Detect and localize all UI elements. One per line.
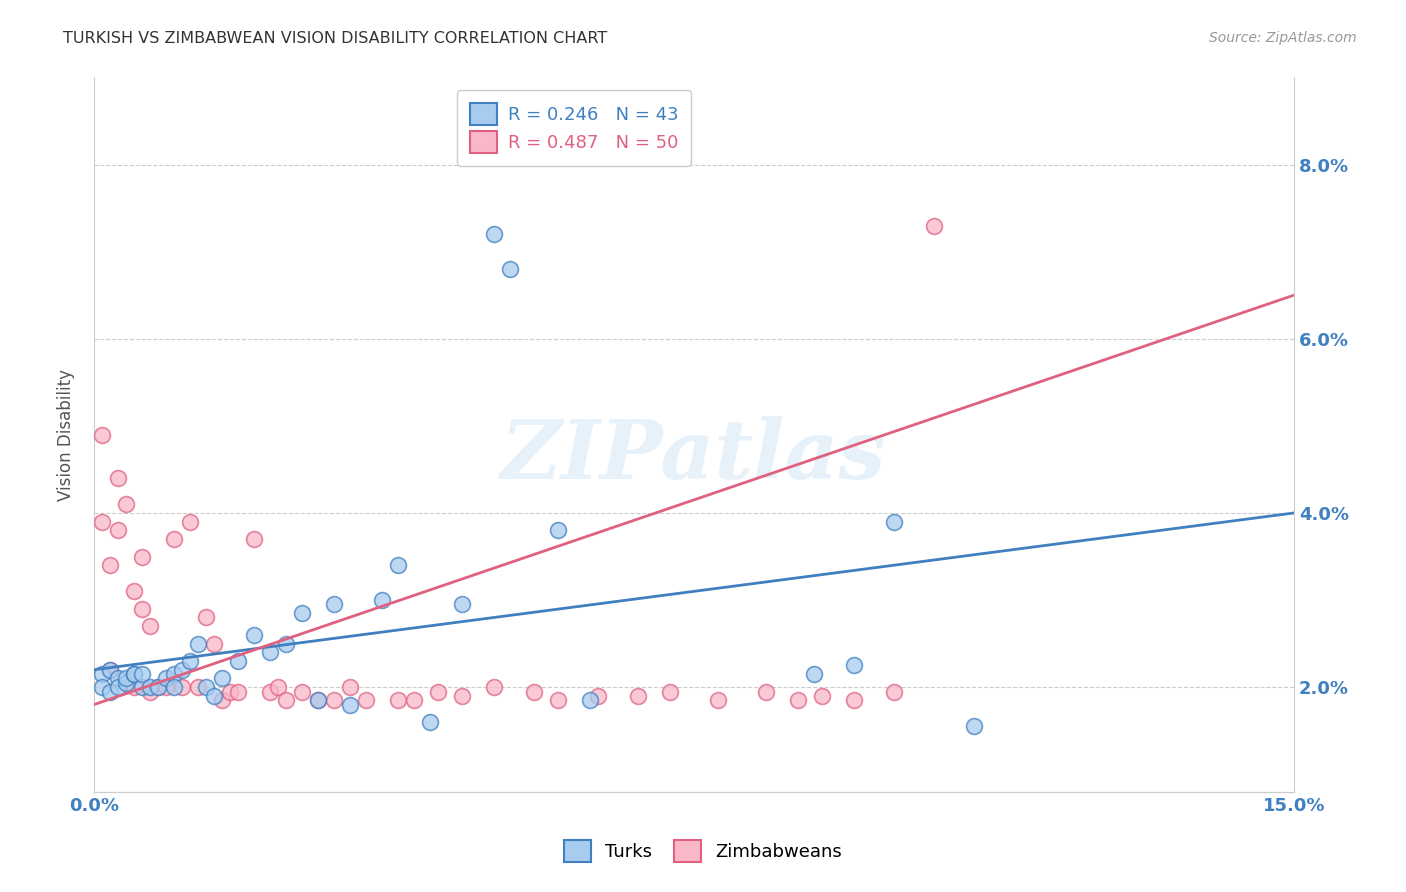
Point (402, 693, 425, 707)
Text: TURKISH VS ZIMBABWEAN VISION DISABILITY CORRELATION CHART: TURKISH VS ZIMBABWEAN VISION DISABILITY … (63, 31, 607, 46)
Point (122, 680, 145, 694)
Point (307, 693, 329, 707)
Point (322, 598, 344, 612)
Point (90, 427, 112, 442)
Point (267, 680, 290, 694)
Point (98, 558, 121, 573)
Point (259, 684, 281, 698)
Point (98, 663, 121, 677)
Point (122, 584, 145, 599)
Point (194, 610, 217, 624)
Point (842, 658, 865, 673)
Point (322, 693, 344, 707)
Point (179, 515, 201, 529)
Point (146, 680, 169, 694)
Point (98, 684, 121, 698)
Text: Source: ZipAtlas.com: Source: ZipAtlas.com (1209, 31, 1357, 45)
Point (482, 680, 505, 694)
Point (131, 601, 153, 615)
Point (139, 619, 162, 633)
Legend: Turks, Zimbabweans: Turks, Zimbabweans (557, 833, 849, 870)
Point (170, 663, 193, 677)
Point (339, 680, 361, 694)
Point (707, 693, 730, 707)
Point (155, 680, 177, 694)
Point (579, 693, 602, 707)
Legend: R = 0.246   N = 43, R = 0.487   N = 50: R = 0.246 N = 43, R = 0.487 N = 50 (457, 90, 690, 166)
Point (146, 680, 169, 694)
Point (226, 684, 249, 698)
Point (98, 663, 121, 677)
Point (786, 693, 808, 707)
Point (219, 684, 242, 698)
Point (211, 672, 233, 686)
Point (339, 698, 361, 712)
Point (523, 684, 546, 698)
Point (499, 262, 522, 277)
Point (139, 680, 162, 694)
Point (202, 689, 225, 703)
Point (883, 515, 905, 529)
Point (131, 680, 153, 694)
Point (627, 689, 650, 703)
Point (883, 684, 905, 698)
Point (274, 693, 297, 707)
Y-axis label: Vision Disability: Vision Disability (58, 368, 75, 500)
Point (131, 667, 153, 681)
Point (194, 680, 217, 694)
Point (122, 667, 145, 681)
Text: ZIPatlas: ZIPatlas (501, 416, 887, 496)
Point (107, 524, 129, 538)
Point (387, 693, 409, 707)
Point (179, 654, 201, 668)
Point (163, 532, 186, 546)
Point (482, 227, 505, 242)
Point (115, 672, 138, 686)
Point (107, 471, 129, 485)
Point (107, 672, 129, 686)
Point (291, 684, 314, 698)
Point (371, 593, 394, 607)
Point (139, 684, 162, 698)
Point (122, 667, 145, 681)
Point (202, 637, 225, 651)
Point (803, 667, 825, 681)
Point (115, 675, 138, 690)
Point (922, 219, 945, 233)
Point (90, 515, 112, 529)
Point (419, 714, 441, 729)
Point (547, 524, 569, 538)
Point (155, 672, 177, 686)
Point (211, 693, 233, 707)
Point (291, 606, 314, 620)
Point (811, 689, 834, 703)
Point (187, 637, 209, 651)
Point (187, 680, 209, 694)
Point (658, 684, 681, 698)
Point (243, 532, 266, 546)
Point (163, 667, 186, 681)
Point (170, 680, 193, 694)
Point (90, 680, 112, 694)
Point (354, 693, 377, 707)
Point (226, 654, 249, 668)
Point (842, 693, 865, 707)
Point (963, 719, 986, 733)
Point (451, 598, 474, 612)
Point (163, 680, 186, 694)
Point (107, 680, 129, 694)
Point (90, 667, 112, 681)
Point (243, 628, 266, 642)
Point (259, 645, 281, 659)
Point (426, 684, 449, 698)
Point (387, 558, 409, 573)
Point (115, 497, 138, 511)
Point (451, 689, 474, 703)
Point (131, 549, 153, 564)
Point (274, 637, 297, 651)
Point (307, 693, 329, 707)
Point (755, 684, 778, 698)
Point (586, 689, 609, 703)
Point (547, 693, 569, 707)
